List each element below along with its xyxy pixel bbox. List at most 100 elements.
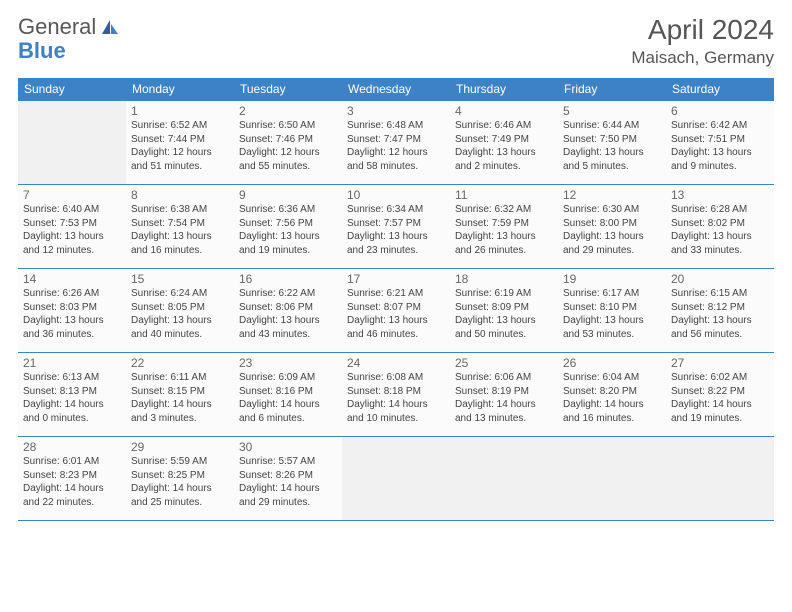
daylight-text: Daylight: 13 hours (455, 230, 553, 244)
daylight-text: Daylight: 13 hours (239, 230, 337, 244)
daylight-text: and 12 minutes. (23, 244, 121, 258)
daylight-text: Daylight: 13 hours (455, 146, 553, 160)
sunset-text: Sunset: 7:54 PM (131, 217, 229, 231)
daylight-text: Daylight: 14 hours (23, 482, 121, 496)
calendar-day: 18Sunrise: 6:19 AMSunset: 8:09 PMDayligh… (450, 269, 558, 353)
sunset-text: Sunset: 7:51 PM (671, 133, 769, 147)
daylight-text: and 29 minutes. (563, 244, 661, 258)
sunrise-text: Sunrise: 6:17 AM (563, 287, 661, 301)
calendar-day: 23Sunrise: 6:09 AMSunset: 8:16 PMDayligh… (234, 353, 342, 437)
day-number: 23 (239, 356, 337, 370)
sunset-text: Sunset: 8:22 PM (671, 385, 769, 399)
sunset-text: Sunset: 8:10 PM (563, 301, 661, 315)
calendar-week: 1Sunrise: 6:52 AMSunset: 7:44 PMDaylight… (18, 101, 774, 185)
daylight-text: Daylight: 13 hours (563, 146, 661, 160)
sunrise-text: Sunrise: 6:21 AM (347, 287, 445, 301)
logo-sail-icon (100, 18, 120, 36)
daylight-text: and 3 minutes. (131, 412, 229, 426)
logo-text-2: Blue (18, 38, 66, 64)
sunset-text: Sunset: 8:25 PM (131, 469, 229, 483)
logo-text-1: General (18, 14, 96, 40)
sunrise-text: Sunrise: 6:50 AM (239, 119, 337, 133)
daylight-text: Daylight: 14 hours (671, 398, 769, 412)
sunset-text: Sunset: 7:57 PM (347, 217, 445, 231)
day-header: Saturday (666, 78, 774, 101)
daylight-text: and 51 minutes. (131, 160, 229, 174)
daylight-text: Daylight: 14 hours (239, 398, 337, 412)
sunrise-text: Sunrise: 6:06 AM (455, 371, 553, 385)
sunrise-text: Sunrise: 6:42 AM (671, 119, 769, 133)
daylight-text: and 29 minutes. (239, 496, 337, 510)
daylight-text: and 46 minutes. (347, 328, 445, 342)
daylight-text: Daylight: 14 hours (131, 398, 229, 412)
sunset-text: Sunset: 8:16 PM (239, 385, 337, 399)
daylight-text: and 55 minutes. (239, 160, 337, 174)
daylight-text: and 13 minutes. (455, 412, 553, 426)
day-number: 13 (671, 188, 769, 202)
daylight-text: Daylight: 13 hours (671, 230, 769, 244)
day-header: Sunday (18, 78, 126, 101)
sunset-text: Sunset: 8:23 PM (23, 469, 121, 483)
daylight-text: Daylight: 14 hours (347, 398, 445, 412)
sunset-text: Sunset: 8:26 PM (239, 469, 337, 483)
sunrise-text: Sunrise: 6:13 AM (23, 371, 121, 385)
calendar-day: 7Sunrise: 6:40 AMSunset: 7:53 PMDaylight… (18, 185, 126, 269)
logo: General (18, 14, 122, 40)
sunset-text: Sunset: 8:20 PM (563, 385, 661, 399)
calendar-day: 21Sunrise: 6:13 AMSunset: 8:13 PMDayligh… (18, 353, 126, 437)
sunrise-text: Sunrise: 6:44 AM (563, 119, 661, 133)
daylight-text: Daylight: 13 hours (563, 314, 661, 328)
daylight-text: and 23 minutes. (347, 244, 445, 258)
daylight-text: and 9 minutes. (671, 160, 769, 174)
sunrise-text: Sunrise: 6:30 AM (563, 203, 661, 217)
daylight-text: and 25 minutes. (131, 496, 229, 510)
daylight-text: and 19 minutes. (239, 244, 337, 258)
day-number: 27 (671, 356, 769, 370)
calendar-day: 1Sunrise: 6:52 AMSunset: 7:44 PMDaylight… (126, 101, 234, 185)
calendar-day: 8Sunrise: 6:38 AMSunset: 7:54 PMDaylight… (126, 185, 234, 269)
day-number: 26 (563, 356, 661, 370)
daylight-text: and 2 minutes. (455, 160, 553, 174)
calendar-day: 10Sunrise: 6:34 AMSunset: 7:57 PMDayligh… (342, 185, 450, 269)
calendar-day: 13Sunrise: 6:28 AMSunset: 8:02 PMDayligh… (666, 185, 774, 269)
day-number: 19 (563, 272, 661, 286)
calendar-day: 15Sunrise: 6:24 AMSunset: 8:05 PMDayligh… (126, 269, 234, 353)
day-number: 5 (563, 104, 661, 118)
daylight-text: Daylight: 13 hours (671, 314, 769, 328)
day-number: 22 (131, 356, 229, 370)
calendar-day-empty (666, 437, 774, 521)
calendar-week: 7Sunrise: 6:40 AMSunset: 7:53 PMDaylight… (18, 185, 774, 269)
calendar-week: 28Sunrise: 6:01 AMSunset: 8:23 PMDayligh… (18, 437, 774, 521)
day-number: 14 (23, 272, 121, 286)
header: General April 2024 Maisach, Germany (18, 14, 774, 68)
sunrise-text: Sunrise: 6:11 AM (131, 371, 229, 385)
day-header: Tuesday (234, 78, 342, 101)
calendar-day-empty (18, 101, 126, 185)
sunrise-text: Sunrise: 6:48 AM (347, 119, 445, 133)
day-number: 9 (239, 188, 337, 202)
sunset-text: Sunset: 7:50 PM (563, 133, 661, 147)
calendar-day: 19Sunrise: 6:17 AMSunset: 8:10 PMDayligh… (558, 269, 666, 353)
location: Maisach, Germany (631, 48, 774, 68)
day-number: 10 (347, 188, 445, 202)
sunrise-text: Sunrise: 6:40 AM (23, 203, 121, 217)
calendar-week: 21Sunrise: 6:13 AMSunset: 8:13 PMDayligh… (18, 353, 774, 437)
sunset-text: Sunset: 8:00 PM (563, 217, 661, 231)
sunset-text: Sunset: 8:13 PM (23, 385, 121, 399)
daylight-text: Daylight: 12 hours (347, 146, 445, 160)
daylight-text: Daylight: 13 hours (671, 146, 769, 160)
calendar-day: 3Sunrise: 6:48 AMSunset: 7:47 PMDaylight… (342, 101, 450, 185)
sunset-text: Sunset: 8:02 PM (671, 217, 769, 231)
sunrise-text: Sunrise: 6:09 AM (239, 371, 337, 385)
sunrise-text: Sunrise: 6:38 AM (131, 203, 229, 217)
day-number: 25 (455, 356, 553, 370)
sunrise-text: Sunrise: 6:22 AM (239, 287, 337, 301)
sunset-text: Sunset: 7:47 PM (347, 133, 445, 147)
sunrise-text: Sunrise: 6:46 AM (455, 119, 553, 133)
sunset-text: Sunset: 8:12 PM (671, 301, 769, 315)
daylight-text: and 19 minutes. (671, 412, 769, 426)
daylight-text: and 22 minutes. (23, 496, 121, 510)
day-header: Wednesday (342, 78, 450, 101)
calendar-day: 16Sunrise: 6:22 AMSunset: 8:06 PMDayligh… (234, 269, 342, 353)
sunset-text: Sunset: 7:49 PM (455, 133, 553, 147)
